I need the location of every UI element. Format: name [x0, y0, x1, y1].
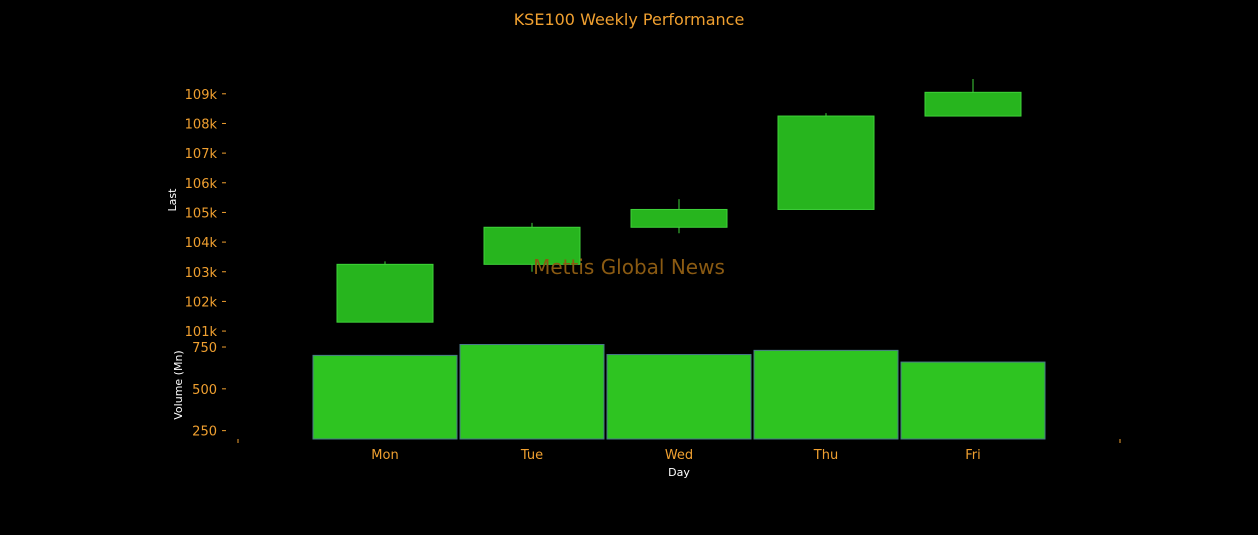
candle-body-mon [336, 263, 434, 323]
x-tick-label-fri: Fri [965, 448, 981, 463]
x-axis-title: Day [668, 466, 690, 479]
volume-bar-wed [606, 354, 752, 440]
price-tick-label: 107k [185, 147, 218, 162]
volume-bar-fri [900, 361, 1046, 440]
candle-body-thu [777, 115, 875, 210]
x-axis: Mon Tue Wed Thu Fri [237, 439, 1121, 463]
price-tick-label: 105k [185, 206, 218, 221]
candle-body-fri [924, 91, 1022, 117]
price-axis-title: Last [166, 188, 179, 212]
chart-title: KSE100 Weekly Performance [514, 10, 745, 29]
volume-tick-label: 250 [192, 425, 217, 440]
volume-tick-label: 750 [192, 341, 217, 356]
watermark: Mettis Global News [533, 255, 725, 279]
candle-body-wed [630, 208, 728, 228]
candle-body-tue [483, 226, 581, 265]
price-tick-label: 106k [185, 177, 218, 192]
volume-tick-label: 500 [192, 383, 217, 398]
price-tick-label: 104k [185, 236, 218, 251]
volume-bar-thu [753, 349, 899, 440]
price-tick-label: 109k [185, 88, 218, 103]
x-tick-label-wed: Wed [665, 448, 693, 463]
volume-panel: 250 500 750 [192, 341, 1046, 440]
volume-bar-mon [312, 354, 458, 440]
price-panel: 101k 102k 103k 104k 105k 106k 107k 108k 109k [185, 78, 1022, 340]
x-tick-label-tue: Tue [520, 448, 543, 463]
price-tick-label: 101k [185, 325, 218, 340]
price-tick-label: 102k [185, 295, 218, 310]
x-tick-label-mon: Mon [371, 448, 398, 463]
volume-axis-title: Volume (Mn) [172, 350, 185, 419]
x-tick-label-thu: Thu [813, 448, 838, 463]
price-tick-label: 103k [185, 266, 218, 281]
volume-bar-tue [459, 344, 605, 440]
price-tick-label: 108k [185, 117, 218, 132]
